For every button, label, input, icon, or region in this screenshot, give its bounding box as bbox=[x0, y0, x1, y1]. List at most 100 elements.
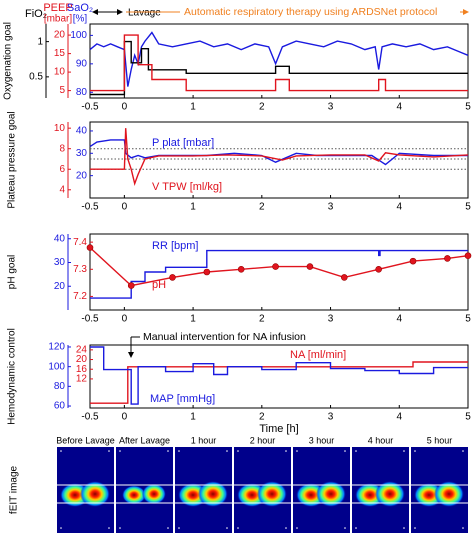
eit-lung-right bbox=[316, 481, 346, 507]
y-tick-label: 10 bbox=[54, 67, 66, 78]
x-tick-label: -0.5 bbox=[81, 412, 99, 423]
series-line bbox=[89, 247, 469, 287]
y-tick-label: 90 bbox=[76, 58, 88, 69]
series-label: RR [bpm] bbox=[152, 240, 198, 252]
eit-dot bbox=[285, 527, 287, 529]
y-tick-label: 7.3 bbox=[73, 264, 87, 275]
eit-title: fEIT image bbox=[9, 465, 20, 514]
x-tick-label: -0.5 bbox=[81, 102, 99, 113]
y-tick-label: 15 bbox=[54, 48, 66, 59]
x-tick-label: 0 bbox=[122, 314, 128, 325]
y-axis-title: Hemodynamic control bbox=[7, 328, 18, 425]
y-tick-label: 4 bbox=[59, 184, 65, 195]
eit-label: 2 hour bbox=[250, 435, 276, 445]
y-tick-label: 100 bbox=[48, 361, 65, 372]
y-tick-label: 7.4 bbox=[73, 237, 87, 248]
x-tick-label: 0 bbox=[122, 102, 128, 113]
y-tick-label: 1 bbox=[37, 36, 43, 47]
eit-label: Before Lavage bbox=[56, 435, 115, 445]
series-label: MAP [mmHg] bbox=[150, 393, 215, 405]
series-line bbox=[90, 34, 468, 92]
series-marker bbox=[86, 244, 94, 251]
eit-dot bbox=[178, 527, 180, 529]
series-line bbox=[90, 249, 468, 299]
x-tick-label: 2 bbox=[259, 412, 265, 423]
y-tick-label: 30 bbox=[76, 148, 88, 159]
y-tick-label: 20 bbox=[76, 354, 88, 365]
axis-label: PEEP bbox=[43, 2, 72, 14]
eit-dot bbox=[462, 527, 464, 529]
series-label: P plat [mbar] bbox=[152, 137, 214, 149]
y-tick-label: 120 bbox=[48, 342, 65, 353]
eit-dot bbox=[355, 450, 357, 452]
series-marker bbox=[169, 274, 176, 281]
eit-lung-right bbox=[80, 481, 110, 507]
axis-unit: [%] bbox=[73, 14, 88, 25]
series-line bbox=[90, 128, 469, 186]
plot-frame bbox=[89, 121, 469, 199]
x-tick-label: 1 bbox=[190, 102, 196, 113]
x-tick-label: 3 bbox=[328, 314, 334, 325]
y-tick-label: 24 bbox=[76, 344, 88, 355]
eit-dot bbox=[344, 527, 346, 529]
y-tick-label: 30 bbox=[54, 257, 66, 268]
plot-frame bbox=[89, 344, 469, 409]
eit-dot bbox=[414, 527, 416, 529]
series-line bbox=[89, 139, 468, 166]
series-line bbox=[90, 40, 468, 96]
protocol-label: Automatic respiratory therapy using ARDS… bbox=[184, 6, 437, 18]
x-tick-label: 2 bbox=[259, 102, 265, 113]
y-tick-label: 6 bbox=[59, 164, 65, 175]
x-tick-label: 4 bbox=[396, 412, 402, 423]
series-marker bbox=[127, 282, 135, 289]
x-tick-label: 1 bbox=[190, 314, 196, 325]
plot-frame bbox=[89, 23, 469, 99]
y-tick-label: 80 bbox=[54, 381, 66, 392]
x-tick-label: 0 bbox=[122, 412, 128, 423]
y-tick-label: 12 bbox=[76, 374, 88, 385]
x-tick-label: 1 bbox=[190, 412, 196, 423]
eit-dot bbox=[285, 450, 287, 452]
eit-lung-right bbox=[434, 481, 464, 507]
y-tick-label: 60 bbox=[54, 401, 66, 412]
eit-dot bbox=[403, 450, 405, 452]
eit-dot bbox=[178, 450, 180, 452]
x-tick-label: 3 bbox=[328, 202, 334, 213]
eit-lung-right bbox=[375, 481, 405, 507]
y-tick-label: 40 bbox=[54, 233, 66, 244]
eit-lung-right bbox=[198, 481, 228, 507]
x-tick-label: 0 bbox=[122, 202, 128, 213]
series-marker bbox=[409, 257, 417, 265]
axis-unit: [mbar] bbox=[44, 14, 73, 25]
y-tick-label: 0.5 bbox=[29, 71, 43, 82]
eit-label: 3 hour bbox=[309, 435, 335, 445]
eit-dot bbox=[167, 450, 169, 452]
eit-label: 5 hour bbox=[427, 435, 453, 445]
eit-dot bbox=[119, 527, 121, 529]
series-marker bbox=[444, 255, 451, 262]
plot-frame bbox=[89, 233, 469, 311]
y-axis-title: Oxygenation goal bbox=[3, 22, 14, 100]
y-tick-label: 40 bbox=[76, 126, 88, 137]
series-marker bbox=[375, 265, 382, 273]
eit-label: After Lavage bbox=[119, 435, 170, 445]
x-tick-label: 3 bbox=[328, 102, 334, 113]
series-marker bbox=[340, 274, 348, 281]
y-axis-title: pH goal bbox=[7, 255, 18, 289]
x-tick-label: 5 bbox=[465, 102, 471, 113]
eit-label: 4 hour bbox=[368, 435, 394, 445]
x-tick-label: 5 bbox=[465, 202, 471, 213]
x-tick-label: 5 bbox=[465, 314, 471, 325]
eit-dot bbox=[414, 450, 416, 452]
series-marker bbox=[306, 263, 314, 270]
y-tick-label: 5 bbox=[59, 85, 65, 96]
series-line bbox=[90, 346, 468, 405]
x-tick-label: -0.5 bbox=[81, 202, 99, 213]
axis-label: FiO₂ bbox=[25, 8, 47, 20]
eit-dot bbox=[226, 450, 228, 452]
series-label: NA [ml/min] bbox=[290, 349, 346, 361]
eit-dot bbox=[226, 527, 228, 529]
x-tick-label: 2 bbox=[259, 202, 265, 213]
eit-dot bbox=[108, 450, 110, 452]
x-tick-label: 4 bbox=[396, 202, 402, 213]
